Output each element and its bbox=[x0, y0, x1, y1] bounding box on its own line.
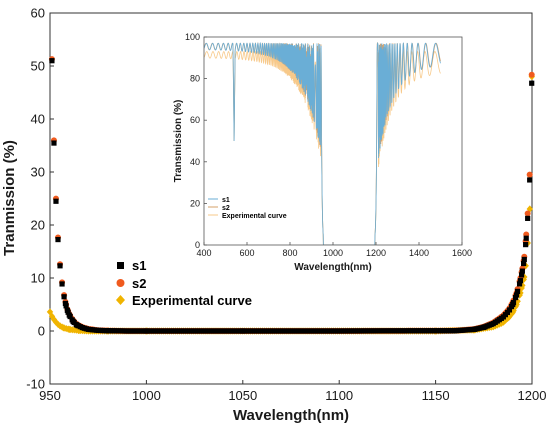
main-y-tick-label: 60 bbox=[31, 6, 45, 21]
main-y-tick-label: 0 bbox=[38, 324, 45, 339]
main-x-axis-title: Wavelength(nm) bbox=[233, 407, 349, 424]
data-point bbox=[521, 260, 527, 267]
main-y-tick-label: 30 bbox=[31, 165, 45, 180]
inset-x-tick-label: 1200 bbox=[366, 248, 386, 258]
inset-x-tick-label: 1600 bbox=[452, 248, 472, 258]
main-x-tick-label: 1100 bbox=[325, 388, 353, 403]
inset-y-tick-label: 60 bbox=[190, 115, 200, 125]
data-point bbox=[55, 236, 61, 243]
data-point bbox=[49, 58, 55, 64]
data-point bbox=[523, 235, 529, 241]
inset-y-tick-label: 20 bbox=[190, 198, 200, 208]
inset-x-tick-label: 1400 bbox=[409, 248, 429, 258]
legend-label-experimental: Experimental curve bbox=[132, 293, 252, 308]
data-point bbox=[48, 312, 56, 320]
data-point bbox=[521, 273, 528, 281]
main-plot-frame bbox=[49, 12, 533, 385]
inset-legend-label-s1: s1 bbox=[222, 197, 230, 204]
main-plot: 950 1000 1050 1100 1150 1200-100102030405060 … bbox=[1, 6, 546, 425]
data-point bbox=[506, 307, 513, 313]
main-y-tick-label: 10 bbox=[31, 271, 45, 286]
data-point bbox=[52, 318, 60, 326]
inset-y-tick-label: 40 bbox=[190, 157, 200, 167]
main-y-tick-label: 50 bbox=[31, 59, 45, 74]
data-point bbox=[527, 177, 533, 183]
legend-marker-experimental bbox=[116, 295, 125, 305]
main-marks bbox=[46, 56, 536, 335]
inset-x-tick-label: 1000 bbox=[323, 248, 343, 258]
data-point bbox=[506, 312, 513, 320]
data-point bbox=[521, 256, 527, 263]
inset-x-tick-label: 800 bbox=[282, 248, 297, 258]
data-point bbox=[51, 140, 57, 146]
data-point bbox=[59, 281, 65, 287]
legend-marker-s1 bbox=[117, 262, 124, 269]
legend-marker-s2 bbox=[116, 279, 125, 287]
main-legend: s1 s2 Experimental curve bbox=[116, 258, 252, 308]
data-point bbox=[514, 297, 521, 305]
main-x-tick-label: 1050 bbox=[228, 388, 257, 403]
legend-label-s1: s1 bbox=[132, 258, 146, 273]
main-x-tick-label: 1150 bbox=[422, 388, 450, 403]
inset-y-axis-title: Transmission (%) bbox=[173, 100, 184, 183]
inset-background bbox=[204, 37, 462, 245]
data-point bbox=[516, 281, 523, 287]
main-y-tick-label: -10 bbox=[26, 377, 45, 392]
data-point bbox=[524, 210, 531, 217]
main-x-tick-label: 950 bbox=[39, 388, 61, 403]
legend-label-s2: s2 bbox=[132, 276, 146, 291]
data-point bbox=[529, 80, 535, 86]
main-y-tick-label: 40 bbox=[31, 112, 45, 127]
data-point bbox=[517, 278, 524, 284]
data-point bbox=[512, 294, 519, 301]
inset-y-tick-label: 80 bbox=[190, 74, 200, 84]
data-point bbox=[513, 300, 520, 309]
data-point bbox=[63, 303, 69, 309]
data-point bbox=[67, 313, 73, 320]
main-x-tick-label: 1000 bbox=[132, 388, 161, 403]
data-point bbox=[526, 171, 533, 178]
data-point bbox=[519, 268, 525, 274]
data-point bbox=[54, 320, 62, 329]
inset-y-tick-label: 100 bbox=[185, 32, 200, 42]
data-point bbox=[65, 309, 71, 315]
data-point bbox=[523, 242, 529, 248]
inset-y-tick-label: 0 bbox=[195, 240, 200, 250]
inset-line-s1 bbox=[204, 41, 441, 245]
main-x-tick-label: 1200 bbox=[518, 388, 547, 403]
inset-x-tick-label: 600 bbox=[239, 248, 254, 258]
inset-lines bbox=[204, 41, 441, 245]
inset-x-tick-label: 400 bbox=[196, 248, 211, 258]
inset-x-axis-title: Wavelength(nm) bbox=[294, 262, 371, 273]
inset-legend: s1 s2 Experimental curve bbox=[208, 197, 287, 220]
data-point bbox=[57, 263, 63, 269]
series-s1 bbox=[49, 58, 535, 334]
inset-ticks: 400 600 800 1000 1200 1400 1600 0 20 40 60 80 100 bbox=[185, 32, 472, 258]
inset-legend-label-s2: s2 bbox=[222, 205, 230, 212]
data-point bbox=[53, 198, 59, 204]
main-y-tick-label: 20 bbox=[31, 218, 45, 233]
inset-plot: 400 600 800 1000 1200 1400 1600 0 20 40 60 80 100 Wa… bbox=[173, 32, 472, 273]
data-point bbox=[513, 292, 520, 298]
data-point bbox=[525, 215, 531, 221]
data-point bbox=[528, 71, 535, 78]
main-y-axis-title: Tranmission (%) bbox=[1, 140, 18, 256]
data-point bbox=[514, 288, 521, 294]
data-point bbox=[510, 299, 517, 306]
data-point bbox=[518, 272, 525, 278]
data-point bbox=[61, 294, 67, 300]
inset-legend-label-experimental: Experimental curve bbox=[222, 213, 287, 220]
